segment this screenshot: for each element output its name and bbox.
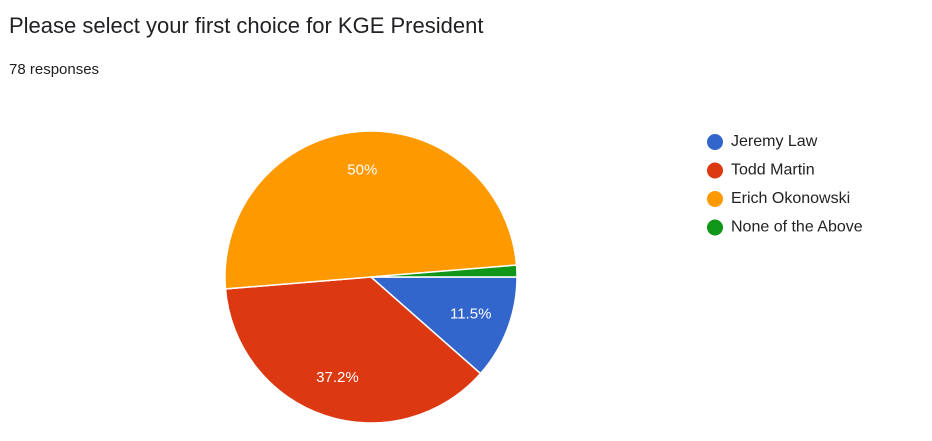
chart-subtitle: 78 responses <box>9 61 99 78</box>
pie-slice <box>224 130 518 290</box>
slice-label: 50% <box>347 162 377 179</box>
chart-title: Please select your first choice for KGE … <box>9 13 483 38</box>
legend-label: None of the Above <box>731 219 863 236</box>
legend-label: Erich Okonowski <box>731 190 850 207</box>
slice-label: 11.5% <box>450 306 491 323</box>
legend-label: Todd Martin <box>731 162 815 179</box>
legend-label: Jeremy Law <box>731 133 818 150</box>
slice-label: 37.2% <box>316 369 359 386</box>
legend-swatch <box>707 162 723 179</box>
pie-slice <box>370 264 518 278</box>
pie-slice <box>369 276 518 375</box>
legend-swatch <box>707 191 723 207</box>
legend-swatch <box>707 219 723 236</box>
legend-swatch <box>707 134 723 150</box>
pie-slice <box>224 276 482 424</box>
